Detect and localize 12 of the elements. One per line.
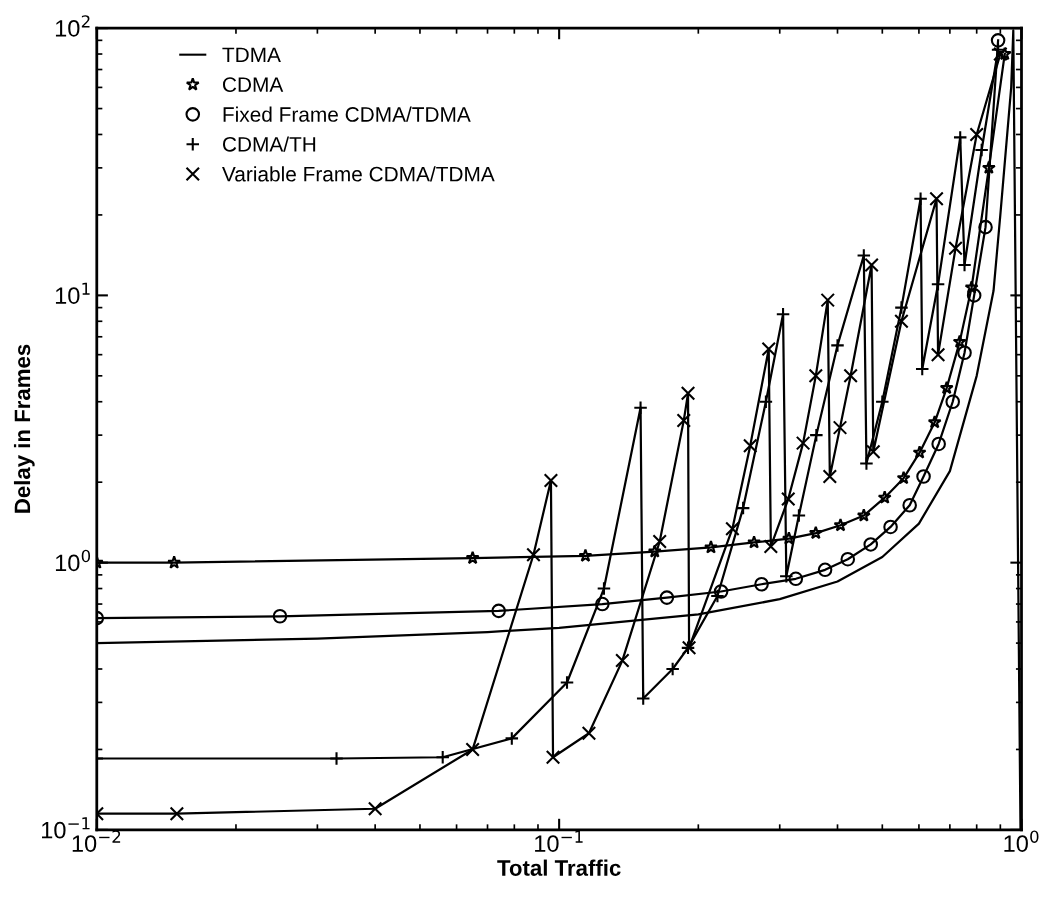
x-tick-label: 10$^{−1}$ [535, 830, 583, 852]
x-tick-label: 10$^{0}$ [1004, 830, 1039, 852]
y-tick-label: 10$^{1}$ [55, 282, 90, 305]
y-tick-label: 10$^{0}$ [55, 549, 91, 572]
legend-label: TDMA [222, 47, 281, 62]
y-tick-label: 10$^{2}$ [55, 15, 90, 37]
legend-label: Variable Frame CDMA/TDMA [222, 166, 495, 182]
legend-label: CDMA [222, 77, 284, 93]
legend-label: CDMA/TH [222, 136, 316, 152]
legend-label: Fixed Frame CDMA/TDMA [223, 106, 471, 122]
x-axis-title: Total Traffic [497, 859, 621, 876]
y-axis-title: Delay in Frames [13, 344, 35, 513]
